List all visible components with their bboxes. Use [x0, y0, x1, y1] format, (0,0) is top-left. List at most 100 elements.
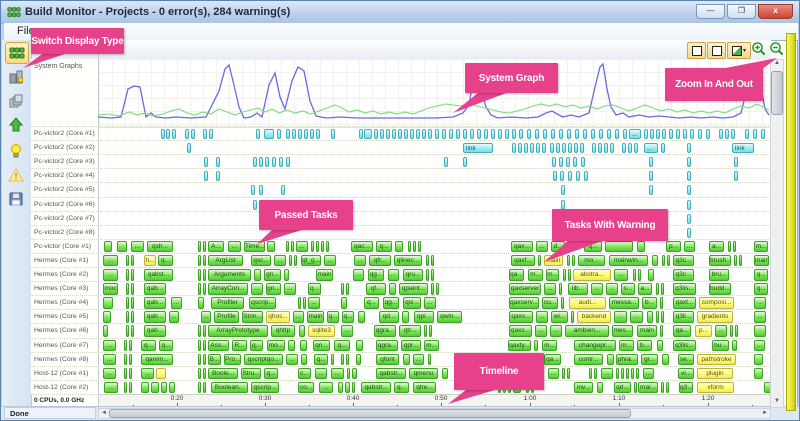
task-block[interactable]: ...	[296, 241, 308, 253]
task-block[interactable]	[131, 311, 134, 323]
task-block[interactable]: qab...	[144, 325, 166, 337]
task-block[interactable]	[574, 143, 578, 153]
task-block[interactable]	[277, 129, 281, 139]
task-block[interactable]	[754, 354, 763, 366]
task-block[interactable]: qn...	[313, 340, 330, 352]
task-block[interactable]: co...	[298, 382, 314, 394]
task-block[interactable]: qlinec...	[394, 255, 422, 267]
task-block[interactable]	[568, 269, 571, 281]
task-block[interactable]	[331, 129, 335, 139]
task-block[interactable]: Boolean...	[211, 382, 248, 394]
task-block[interactable]	[616, 368, 619, 380]
task-block[interactable]: q...	[376, 241, 392, 253]
task-block[interactable]	[198, 283, 201, 295]
task-block[interactable]	[656, 311, 659, 323]
task-block[interactable]	[662, 354, 669, 366]
task-block[interactable]	[561, 200, 565, 210]
task-block[interactable]: qscriptqo...	[244, 354, 283, 366]
task-block[interactable]	[631, 368, 634, 380]
task-block[interactable]	[524, 143, 528, 153]
task-block[interactable]	[203, 340, 206, 352]
task-block[interactable]	[289, 255, 292, 267]
task-block[interactable]	[424, 325, 427, 337]
task-block[interactable]	[706, 129, 710, 139]
task-block[interactable]	[660, 325, 663, 337]
task-block[interactable]	[647, 311, 653, 323]
task-block[interactable]: m...	[542, 340, 557, 352]
task-block[interactable]	[559, 157, 563, 167]
task-block[interactable]	[103, 325, 108, 337]
task-block[interactable]	[203, 269, 206, 281]
task-block[interactable]: m...	[424, 340, 439, 352]
task-block[interactable]	[733, 241, 736, 253]
task-block[interactable]: qpr...	[401, 340, 421, 352]
task-block[interactable]: qd...	[379, 311, 399, 323]
task-block[interactable]: Stru...	[241, 368, 261, 380]
task-block[interactable]	[615, 129, 619, 139]
task-block[interactable]: main	[754, 255, 769, 267]
horizontal-scrollbar-thumb[interactable]	[109, 409, 631, 418]
task-block[interactable]	[131, 255, 134, 267]
task-block[interactable]	[591, 129, 595, 139]
task-block[interactable]	[534, 340, 538, 352]
agents-status-button[interactable]	[5, 67, 27, 87]
task-block[interactable]: qaxserver	[509, 283, 541, 295]
task-block[interactable]: qt_g...	[301, 255, 321, 267]
task-block[interactable]: cu...	[542, 297, 558, 309]
task-block[interactable]	[253, 200, 257, 210]
task-block[interactable]: qaxf...	[511, 255, 535, 267]
task-block[interactable]	[356, 354, 361, 366]
task-block[interactable]	[636, 368, 639, 380]
task-block[interactable]	[442, 129, 446, 139]
task-block[interactable]	[103, 297, 113, 309]
task-block[interactable]	[129, 368, 132, 380]
task-block[interactable]	[731, 129, 735, 139]
zoom-in-button[interactable]	[751, 41, 767, 57]
task-block[interactable]	[667, 255, 670, 267]
task-block[interactable]	[198, 382, 201, 394]
task-block[interactable]: link	[463, 143, 493, 153]
task-block[interactable]	[535, 129, 539, 139]
task-block[interactable]	[559, 129, 563, 139]
task-block[interactable]: mes...	[612, 325, 633, 337]
task-block[interactable]	[661, 382, 664, 394]
task-block[interactable]	[662, 255, 665, 267]
task-block[interactable]	[374, 129, 378, 139]
task-block[interactable]: ...	[353, 269, 364, 281]
task-block[interactable]	[124, 354, 127, 366]
task-block[interactable]	[542, 143, 546, 153]
task-block[interactable]: qab...	[144, 283, 166, 295]
task-block[interactable]	[753, 129, 757, 139]
task-block[interactable]	[730, 325, 733, 337]
task-block[interactable]: Boole...	[208, 368, 238, 380]
task-block[interactable]	[326, 241, 329, 253]
task-block[interactable]: abstra...	[573, 269, 611, 281]
task-block[interactable]	[209, 129, 213, 139]
task-block[interactable]: Time...	[244, 241, 265, 253]
task-block[interactable]: qab...	[144, 311, 166, 323]
task-block[interactable]	[345, 382, 350, 394]
task-block[interactable]: main	[307, 311, 324, 323]
task-block[interactable]	[286, 129, 290, 139]
task-block[interactable]	[429, 325, 432, 337]
task-block[interactable]	[364, 129, 372, 139]
task-block[interactable]	[124, 382, 127, 394]
task-block[interactable]: qmenu	[409, 368, 438, 380]
task-block[interactable]: plugin	[697, 368, 733, 380]
task-block[interactable]	[607, 354, 614, 366]
task-block[interactable]	[648, 269, 654, 281]
task-block[interactable]: ...	[548, 368, 559, 380]
task-block[interactable]: a...	[709, 241, 724, 253]
task-block[interactable]: Profiler	[211, 297, 244, 309]
task-block[interactable]	[418, 241, 421, 253]
task-block[interactable]	[431, 269, 434, 281]
task-block[interactable]	[666, 382, 669, 394]
task-block[interactable]	[256, 129, 260, 139]
task-block[interactable]	[519, 129, 523, 139]
task-block[interactable]	[605, 241, 633, 253]
task-block[interactable]: ArrayPrototype	[208, 325, 268, 337]
task-block[interactable]: ...	[286, 354, 298, 366]
task-block[interactable]	[563, 269, 566, 281]
task-block[interactable]	[129, 354, 132, 366]
task-block[interactable]	[553, 171, 557, 181]
